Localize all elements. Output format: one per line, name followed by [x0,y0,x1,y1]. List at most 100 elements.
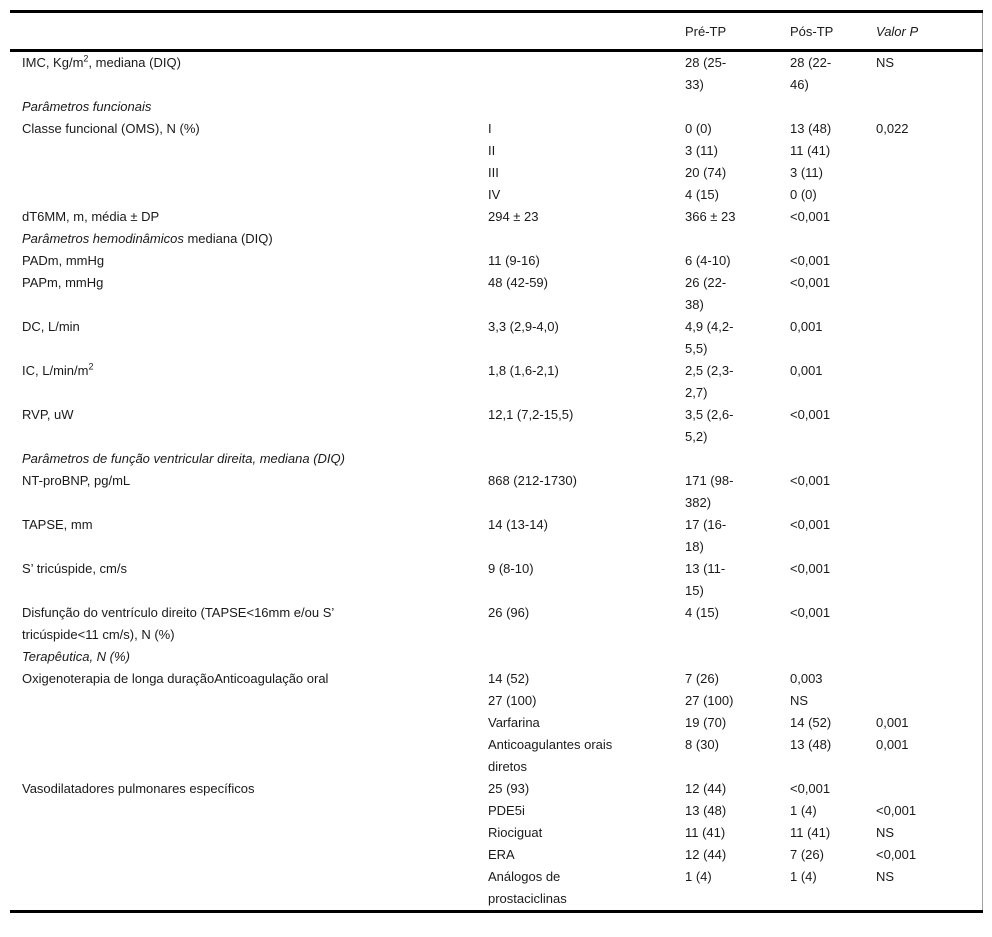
table-row: II 3 (11) 11 (41) [10,140,982,162]
row-sublabel [488,448,685,470]
value-p [876,316,982,360]
row-sublabel: 3,3 (2,9-4,0) [488,319,559,334]
row-sublabel: 26 (96) [488,605,530,620]
table-row: Classe funcional (OMS), N (%) I 0 (0) 13… [10,118,982,140]
section-title: Terapêutica, N (%) [22,649,130,664]
section-row: Terapêutica, N (%) [10,646,982,668]
table-row: DC, L/min 3,3 (2,9-4,0) 4,9 (4,2-5,5) 0,… [10,316,982,360]
value-pre-tp: 4 (15) [685,187,719,202]
value-pos-tp: 11 (41) [790,825,831,840]
value-p [876,272,982,316]
value-pre-tp: 12 (44) [685,847,727,862]
value-p [876,558,982,602]
value-pre-tp: 13 (48) [685,803,727,818]
row-sublabel: II [488,143,496,158]
row-label: Vasodilatadores pulmonares específicos [22,781,255,796]
table-row: PAPm, mmHg 48 (42-59) 26 (22-38) <0,001 [10,272,982,316]
table-row: Oxigenoterapia de longa duraçãoAnticoagu… [10,668,982,690]
row-sublabel: 1,8 (1,6-2,1) [488,363,559,378]
value-pos-tp: 1 (4) [790,869,817,884]
row-label: RVP, uW [22,407,74,422]
row-sublabel: 14 (13-14) [488,517,548,532]
column-header-empty-label [10,11,488,52]
row-label: PAPm, mmHg [22,275,104,290]
table-row: PADm, mmHg 11 (9-16) 6 (4-10) <0,001 [10,250,982,272]
table-row: III 20 (74) 3 (11) [10,162,982,184]
value-p: 0,001 [876,715,909,730]
value-p [876,228,982,250]
superscript: 2 [88,361,94,372]
value-pos-tp: 14 (52) [790,715,832,730]
row-label [10,162,488,184]
value-p [876,162,982,184]
value-pos-tp: 28 (22-46) [790,55,832,92]
value-pos-tp: 1 (4) [790,803,817,818]
value-pre-tp: 19 (70) [685,715,727,730]
value-pos-tp: <0,001 [790,275,831,290]
row-sublabel: Varfarina [488,715,540,730]
row-sublabel: 868 (212-1730) [488,473,577,488]
value-p [876,448,982,470]
row-label [10,866,488,912]
value-pos-tp: 7 (26) [790,847,824,862]
value-pre-tp: 20 (74) [685,165,727,180]
value-pos-tp: NS [790,693,809,708]
value-p [876,404,982,448]
value-pos-tp: 0,001 [790,319,823,334]
value-pre-tp: 28 (25-33) [685,55,727,92]
row-sublabel: Análogos de prostaciclinas [488,869,567,906]
table-row: ERA 12 (44) 7 (26) <0,001 [10,844,982,866]
row-sublabel: III [488,165,499,180]
column-header-pre-tp: Pré-TP [685,11,790,52]
row-label [10,844,488,866]
value-p [876,646,982,668]
value-p: 0,001 [876,737,909,752]
value-pre-tp [685,96,790,118]
row-sublabel: 48 (42-59) [488,275,548,290]
value-pos-tp: <0,001 [790,473,831,488]
value-pre-tp: 4,9 (4,2-5,5) [685,319,734,356]
value-p [876,184,982,206]
value-pos-tp: 13 (48) [790,121,832,136]
column-header-valor-p: Valor P [876,11,982,52]
section-title-italic: Parâmetros hemodinâmicos [22,231,184,246]
value-pre-tp: 1 (4) [685,869,712,884]
value-pre-tp: 13 (11-15) [685,561,726,598]
row-sublabel: PDE5i [488,803,525,818]
table-row: S’ tricúspide, cm/s 9 (8-10) 13 (11-15) … [10,558,982,602]
row-label [10,734,488,778]
value-p: <0,001 [876,803,917,818]
row-sublabel: 9 (8-10) [488,561,534,576]
value-p [876,602,982,646]
value-pre-tp: 27 (100) [685,693,734,708]
row-label [10,822,488,844]
value-pos-tp [790,646,876,668]
value-p [876,360,982,404]
table-row: NT-proBNP, pg/mL 868 (212-1730) 171 (98-… [10,470,982,514]
row-label [10,800,488,822]
column-header-pos-tp: Pós-TP [790,11,876,52]
value-pos-tp: 0,001 [790,363,823,378]
row-label-text: IC, L/min/m [22,363,89,378]
section-row: Parâmetros de função ventricular direita… [10,448,982,470]
table-row: IV 4 (15) 0 (0) [10,184,982,206]
value-pos-tp [790,96,876,118]
table-header: Pré-TP Pós-TP Valor P [10,11,982,52]
value-p: <0,001 [876,847,917,862]
row-label [10,184,488,206]
value-pos-tp: <0,001 [790,781,831,796]
value-pre-tp: 6 (4-10) [685,253,731,268]
table-row: PDE5i 13 (48) 1 (4) <0,001 [10,800,982,822]
section-title: Parâmetros de função ventricular direita… [22,451,345,466]
row-label: DC, L/min [22,319,80,334]
row-label: dT6MM, m, média ± DP [22,209,160,224]
row-sublabel: ERA [488,847,515,862]
row-label: NT-proBNP, pg/mL [22,473,131,488]
value-pre-tp [685,228,790,250]
table-body: IMC, Kg/m2, mediana (DIQ) 28 (25-33) 28 … [10,51,982,912]
value-p: 0,022 [876,121,909,136]
value-pos-tp: 0,003 [790,671,823,686]
value-pre-tp: 3 (11) [685,143,718,158]
value-pre-tp: 0 (0) [685,121,712,136]
